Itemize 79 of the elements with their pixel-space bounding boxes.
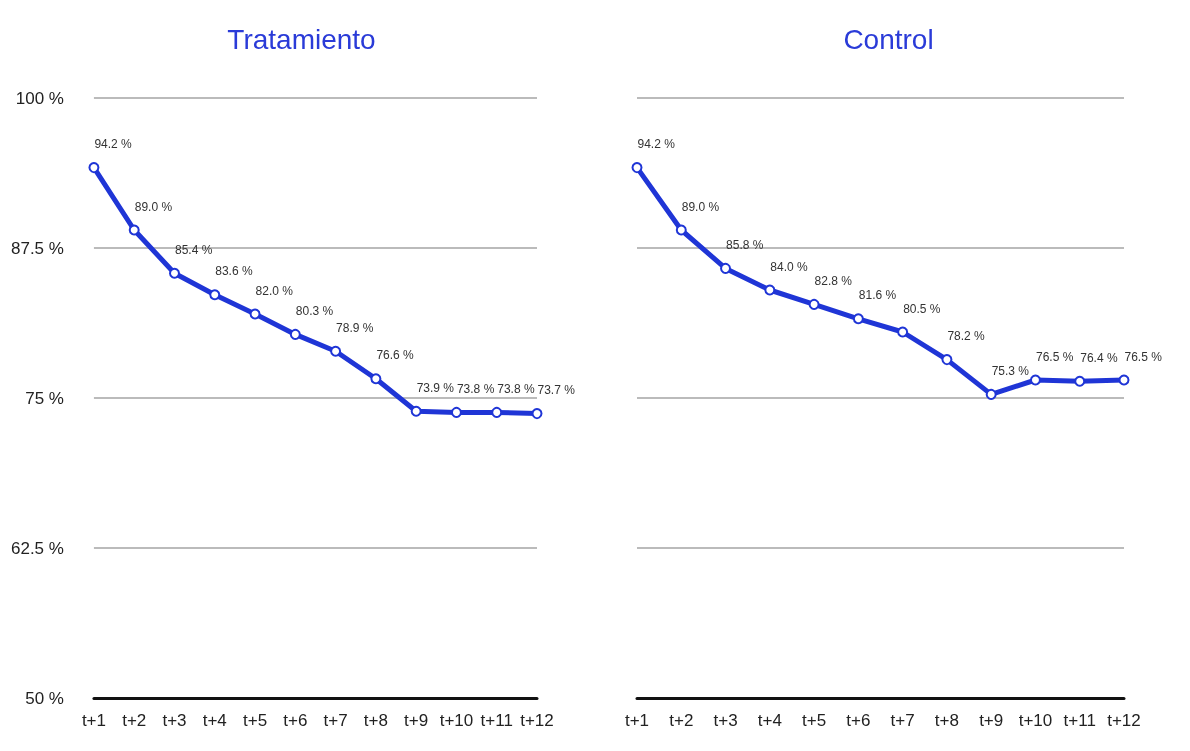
x-tick-label: t+12: [520, 711, 554, 730]
point: [941, 354, 953, 366]
y-tick-label: 87.5 %: [10, 238, 64, 258]
point: [720, 262, 732, 274]
x-tick-label: t+5: [802, 711, 827, 730]
point: [289, 328, 301, 340]
data-label: 85.8 %: [726, 237, 764, 252]
x-tick-label: t+2: [122, 711, 147, 730]
point: [1074, 375, 1086, 387]
x-tick-label: t+10: [439, 711, 474, 730]
data-label: 94.2 %: [637, 137, 676, 152]
point: [88, 162, 100, 174]
point: [128, 224, 140, 236]
x-tick-label: t+1: [624, 711, 650, 730]
point: [491, 406, 503, 418]
data-label: 83.6 %: [215, 264, 253, 279]
data-label: 73.9 %: [416, 380, 455, 395]
point: [370, 373, 382, 385]
point: [897, 326, 909, 338]
data-label: 85.4 %: [174, 242, 213, 257]
point: [985, 388, 997, 400]
data-label: 76.6 %: [376, 348, 415, 363]
data-label: 80.5 %: [903, 301, 941, 316]
point: [808, 298, 820, 310]
point: [1029, 374, 1041, 386]
x-tick-label: t+10: [1018, 711, 1053, 730]
x-tick-label: t+5: [242, 711, 268, 730]
x-tick-label: t+8: [934, 711, 959, 730]
x-tick-label: t+4: [757, 711, 782, 730]
x-tick-label: t+6: [846, 711, 871, 730]
x-tick-label: t+7: [890, 711, 915, 730]
data-label: 84.0 %: [770, 259, 809, 274]
x-tick-label: t+11: [1063, 711, 1096, 730]
x-tick-label: t+11: [480, 711, 513, 730]
x-tick-label: t+2: [669, 711, 694, 730]
data-label: 73.7 %: [537, 383, 576, 398]
point: [531, 408, 543, 420]
data-label: 73.8 %: [456, 381, 495, 396]
data-label: 76.5 %: [1035, 349, 1074, 364]
x-tick-label: t+3: [162, 711, 187, 730]
x-tick-label: t+4: [202, 711, 227, 730]
y-tick-label: 62.5 %: [10, 538, 64, 558]
data-label: 89.0 %: [134, 199, 173, 214]
data-label: 76.4 %: [1080, 350, 1118, 365]
x-tick-label: t+9: [404, 711, 429, 730]
point: [249, 308, 261, 320]
x-tick-label: t+3: [713, 711, 738, 730]
data-label: 94.2 %: [94, 137, 133, 152]
data-label: 82.8 %: [814, 273, 853, 288]
y-tick-label: 100 %: [15, 88, 64, 108]
point: [631, 162, 643, 174]
x-tick-label: t+9: [979, 711, 1004, 730]
data-label: 80.3 %: [295, 303, 334, 318]
data-label: 78.2 %: [947, 329, 986, 344]
point: [1118, 374, 1130, 386]
data-label: 75.3 %: [991, 363, 1030, 378]
data-label: 81.6 %: [858, 288, 897, 303]
data-label: 89.0 %: [681, 199, 720, 214]
y-tick-label: 75 %: [25, 388, 64, 408]
data-label: 78.9 %: [336, 320, 374, 335]
x-tick-label: t+1: [81, 711, 106, 730]
point: [410, 405, 422, 417]
data-label: 82.0 %: [255, 283, 294, 298]
point: [209, 289, 221, 301]
chart-title: Tratamiento: [227, 23, 376, 55]
point: [675, 224, 687, 236]
x-tick-label: t+7: [323, 711, 348, 730]
point: [168, 267, 180, 279]
y-tick-label: 50 %: [25, 688, 64, 708]
data-label: 76.5 %: [1124, 349, 1163, 364]
point: [764, 284, 776, 296]
chart-title: Control: [843, 23, 934, 55]
point: [330, 345, 342, 357]
x-tick-label: t+8: [363, 711, 388, 730]
point: [450, 406, 462, 418]
x-tick-label: t+12: [1107, 711, 1141, 730]
x-tick-label: t+6: [283, 711, 308, 730]
data-label: 73.8 %: [497, 381, 535, 396]
point: [852, 313, 864, 325]
